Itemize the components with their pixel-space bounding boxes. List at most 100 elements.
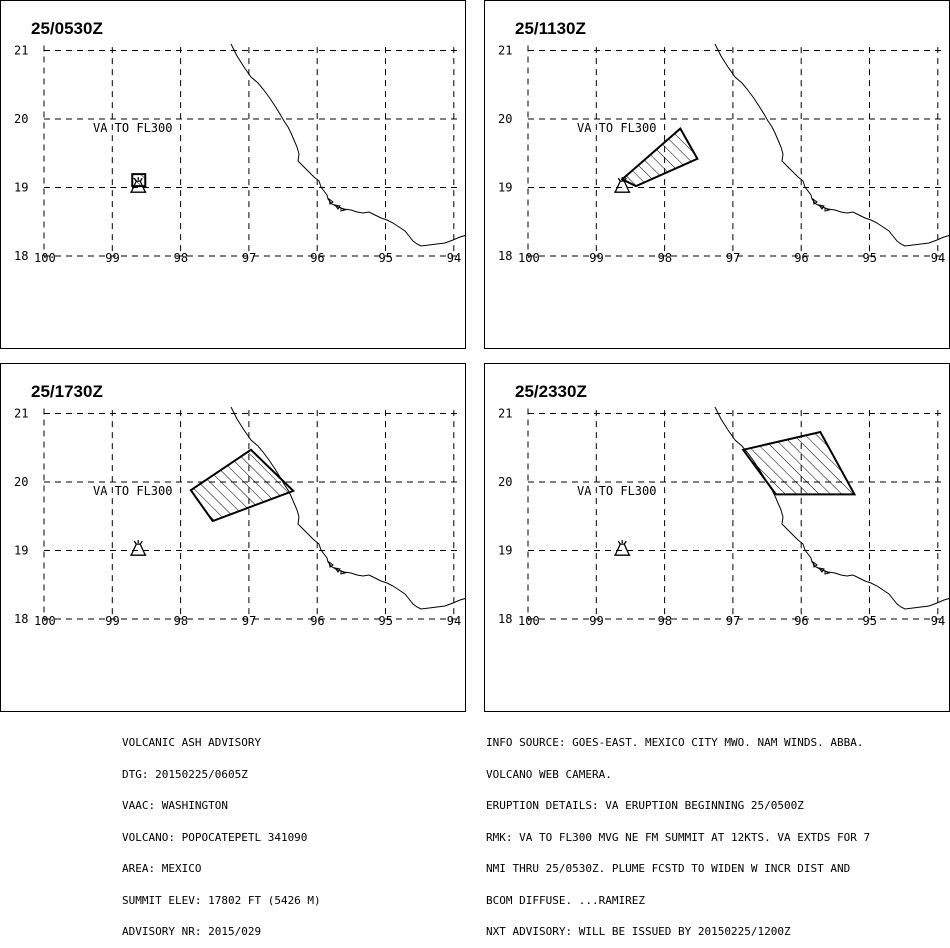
panel-time-2: 25/1130Z (515, 19, 586, 38)
advisory-line: AREA: MEXICO (122, 862, 202, 875)
volcano-plume (617, 540, 627, 545)
lon-tick-label: 94 (447, 251, 461, 265)
lon-tick-label: 95 (379, 251, 393, 265)
lon-tick-label: 100 (518, 251, 540, 265)
lon-tick-label: 98 (174, 614, 188, 628)
ash-cloud-polygon (741, 430, 857, 496)
va-label: VA TO FL300 (93, 484, 172, 498)
volcano-icon (614, 540, 631, 556)
volcano-cone (614, 543, 631, 556)
ash-cloud-polygon (189, 448, 296, 523)
advisory-line: NMI THRU 25/0530Z. PLUME FCSTD TO WIDEN … (486, 862, 851, 875)
lon-tick-label: 100 (34, 251, 56, 265)
va-label: VA TO FL300 (577, 484, 656, 498)
lon-tick-label: 94 (931, 251, 945, 265)
volcano-icon (614, 177, 631, 193)
grid (43, 45, 462, 257)
coastline-islets (328, 197, 347, 212)
lon-tick-label: 97 (726, 614, 740, 628)
lon-tick-label: 100 (518, 614, 540, 628)
panel-time-4: 25/2330Z (515, 382, 587, 401)
coastline (714, 406, 949, 610)
lon-tick-label: 95 (863, 614, 877, 628)
advisory-line: VOLCANO: POPOCATEPETL 341090 (122, 830, 308, 844)
map-svg-2: 21 20 19 18 100 99 98 97 96 95 94 VA TO FL300 (498, 43, 949, 265)
lon-tick-label: 95 (379, 614, 393, 628)
map-svg-1: 21 20 19 18 100 99 98 97 96 95 94 VA TO FL300 (14, 43, 465, 265)
lon-tick-label: 97 (242, 614, 256, 628)
lon-tick-label: 96 (310, 251, 324, 265)
lon-tick-label: 99 (589, 251, 603, 265)
lat-tick-label: 20 (498, 112, 512, 126)
coastline-islets (328, 560, 347, 575)
advisory-line: VOLCANO WEB CAMERA. (486, 767, 612, 781)
lon-tick-label: 100 (34, 614, 56, 628)
lon-tick-label: 94 (447, 614, 461, 628)
volcano-plume (133, 540, 143, 545)
lat-tick-label: 21 (14, 44, 28, 58)
advisory-line: VOLCANIC ASH ADVISORY (122, 736, 262, 749)
lat-tick-label: 18 (14, 612, 28, 626)
map-panel-2: 21 20 19 18 100 99 98 97 96 95 94 VA TO FL300 25/11… (484, 0, 950, 349)
map-panel-3: 21 20 19 18 100 99 98 97 96 95 94 VA TO FL300 25/17… (0, 363, 466, 712)
map-panel-1: 21 20 19 18 100 99 98 97 96 95 94 VA TO FL300 25/05… (0, 0, 466, 349)
advisory-line: NXT ADVISORY: WILL BE ISSUED BY 20150225… (486, 925, 791, 938)
advisory-line: SUMMIT ELEV: 17802 FT (5426 M) (122, 893, 321, 907)
coastline (230, 406, 465, 610)
lat-tick-label: 19 (498, 181, 512, 195)
lat-tick-label: 20 (498, 475, 512, 489)
lon-tick-label: 99 (105, 251, 119, 265)
lat-tick-label: 21 (14, 407, 28, 421)
volcano-icon (130, 177, 147, 193)
lon-tick-label: 98 (658, 251, 672, 265)
advisory-line: DTG: 20150225/0605Z (122, 767, 248, 781)
volcano-icon (130, 540, 147, 556)
advisory-line: RMK: VA TO FL300 MVG NE FM SUMMIT AT 12K… (486, 830, 871, 844)
panel-time-1: 25/0530Z (31, 19, 103, 38)
advisory-line: ADVISORY NR: 2015/029 (122, 925, 262, 938)
lat-tick-label: 21 (498, 407, 512, 421)
lat-tick-label: 19 (14, 544, 28, 558)
coastline (230, 43, 465, 247)
lon-tick-label: 97 (726, 251, 740, 265)
lon-tick-label: 96 (310, 614, 324, 628)
coastline-islets (812, 560, 831, 575)
lat-tick-label: 21 (498, 44, 512, 58)
map-svg-4: 21 20 19 18 100 99 98 97 96 95 94 VA TO FL300 (498, 406, 949, 628)
lat-tick-label: 18 (498, 249, 512, 263)
lon-tick-label: 98 (174, 251, 188, 265)
volcano-plume (133, 177, 143, 182)
coastline (714, 43, 949, 247)
advisory-line: INFO SOURCE: GOES-EAST. MEXICO CITY MWO.… (486, 736, 864, 749)
map-panel-4: 21 20 19 18 100 99 98 97 96 95 94 VA TO FL300 25/23… (484, 363, 950, 712)
lat-tick-label: 19 (14, 181, 28, 195)
lon-tick-label: 95 (863, 251, 877, 265)
lon-tick-label: 96 (794, 251, 808, 265)
lat-tick-label: 20 (14, 112, 28, 126)
lat-tick-label: 18 (498, 612, 512, 626)
lon-tick-label: 99 (105, 614, 119, 628)
lat-tick-label: 19 (498, 544, 512, 558)
va-label: VA TO FL300 (93, 121, 172, 135)
volcano-plume (617, 177, 627, 182)
advisory-remarks: INFO SOURCE: GOES-EAST. MEXICO CITY MWO.… (486, 717, 870, 948)
lon-tick-label: 94 (931, 614, 945, 628)
panel-time-3: 25/1730Z (31, 382, 103, 401)
advisory-line: VAAC: WASHINGTON (122, 799, 228, 812)
va-label: VA TO FL300 (577, 121, 656, 135)
lon-tick-label: 96 (794, 614, 808, 628)
grid (43, 408, 462, 620)
coastline-islets (812, 197, 831, 212)
ash-cloud-polygon (620, 127, 699, 188)
map-svg-3: 21 20 19 18 100 99 98 97 96 95 94 VA TO FL300 (14, 406, 465, 628)
lon-tick-label: 99 (589, 614, 603, 628)
advisory-header: VOLCANIC ASH ADVISORY DTG: 20150225/0605… (122, 717, 321, 948)
grid (527, 45, 946, 257)
advisory-line: ERUPTION DETAILS: VA ERUPTION BEGINNING … (486, 799, 804, 812)
volcano-cone (130, 543, 147, 556)
grid (527, 408, 946, 620)
lat-tick-label: 18 (14, 249, 28, 263)
lat-tick-label: 20 (14, 475, 28, 489)
lon-tick-label: 98 (658, 614, 672, 628)
advisory-line: BCOM DIFFUSE. ...RAMIREZ (486, 893, 645, 907)
